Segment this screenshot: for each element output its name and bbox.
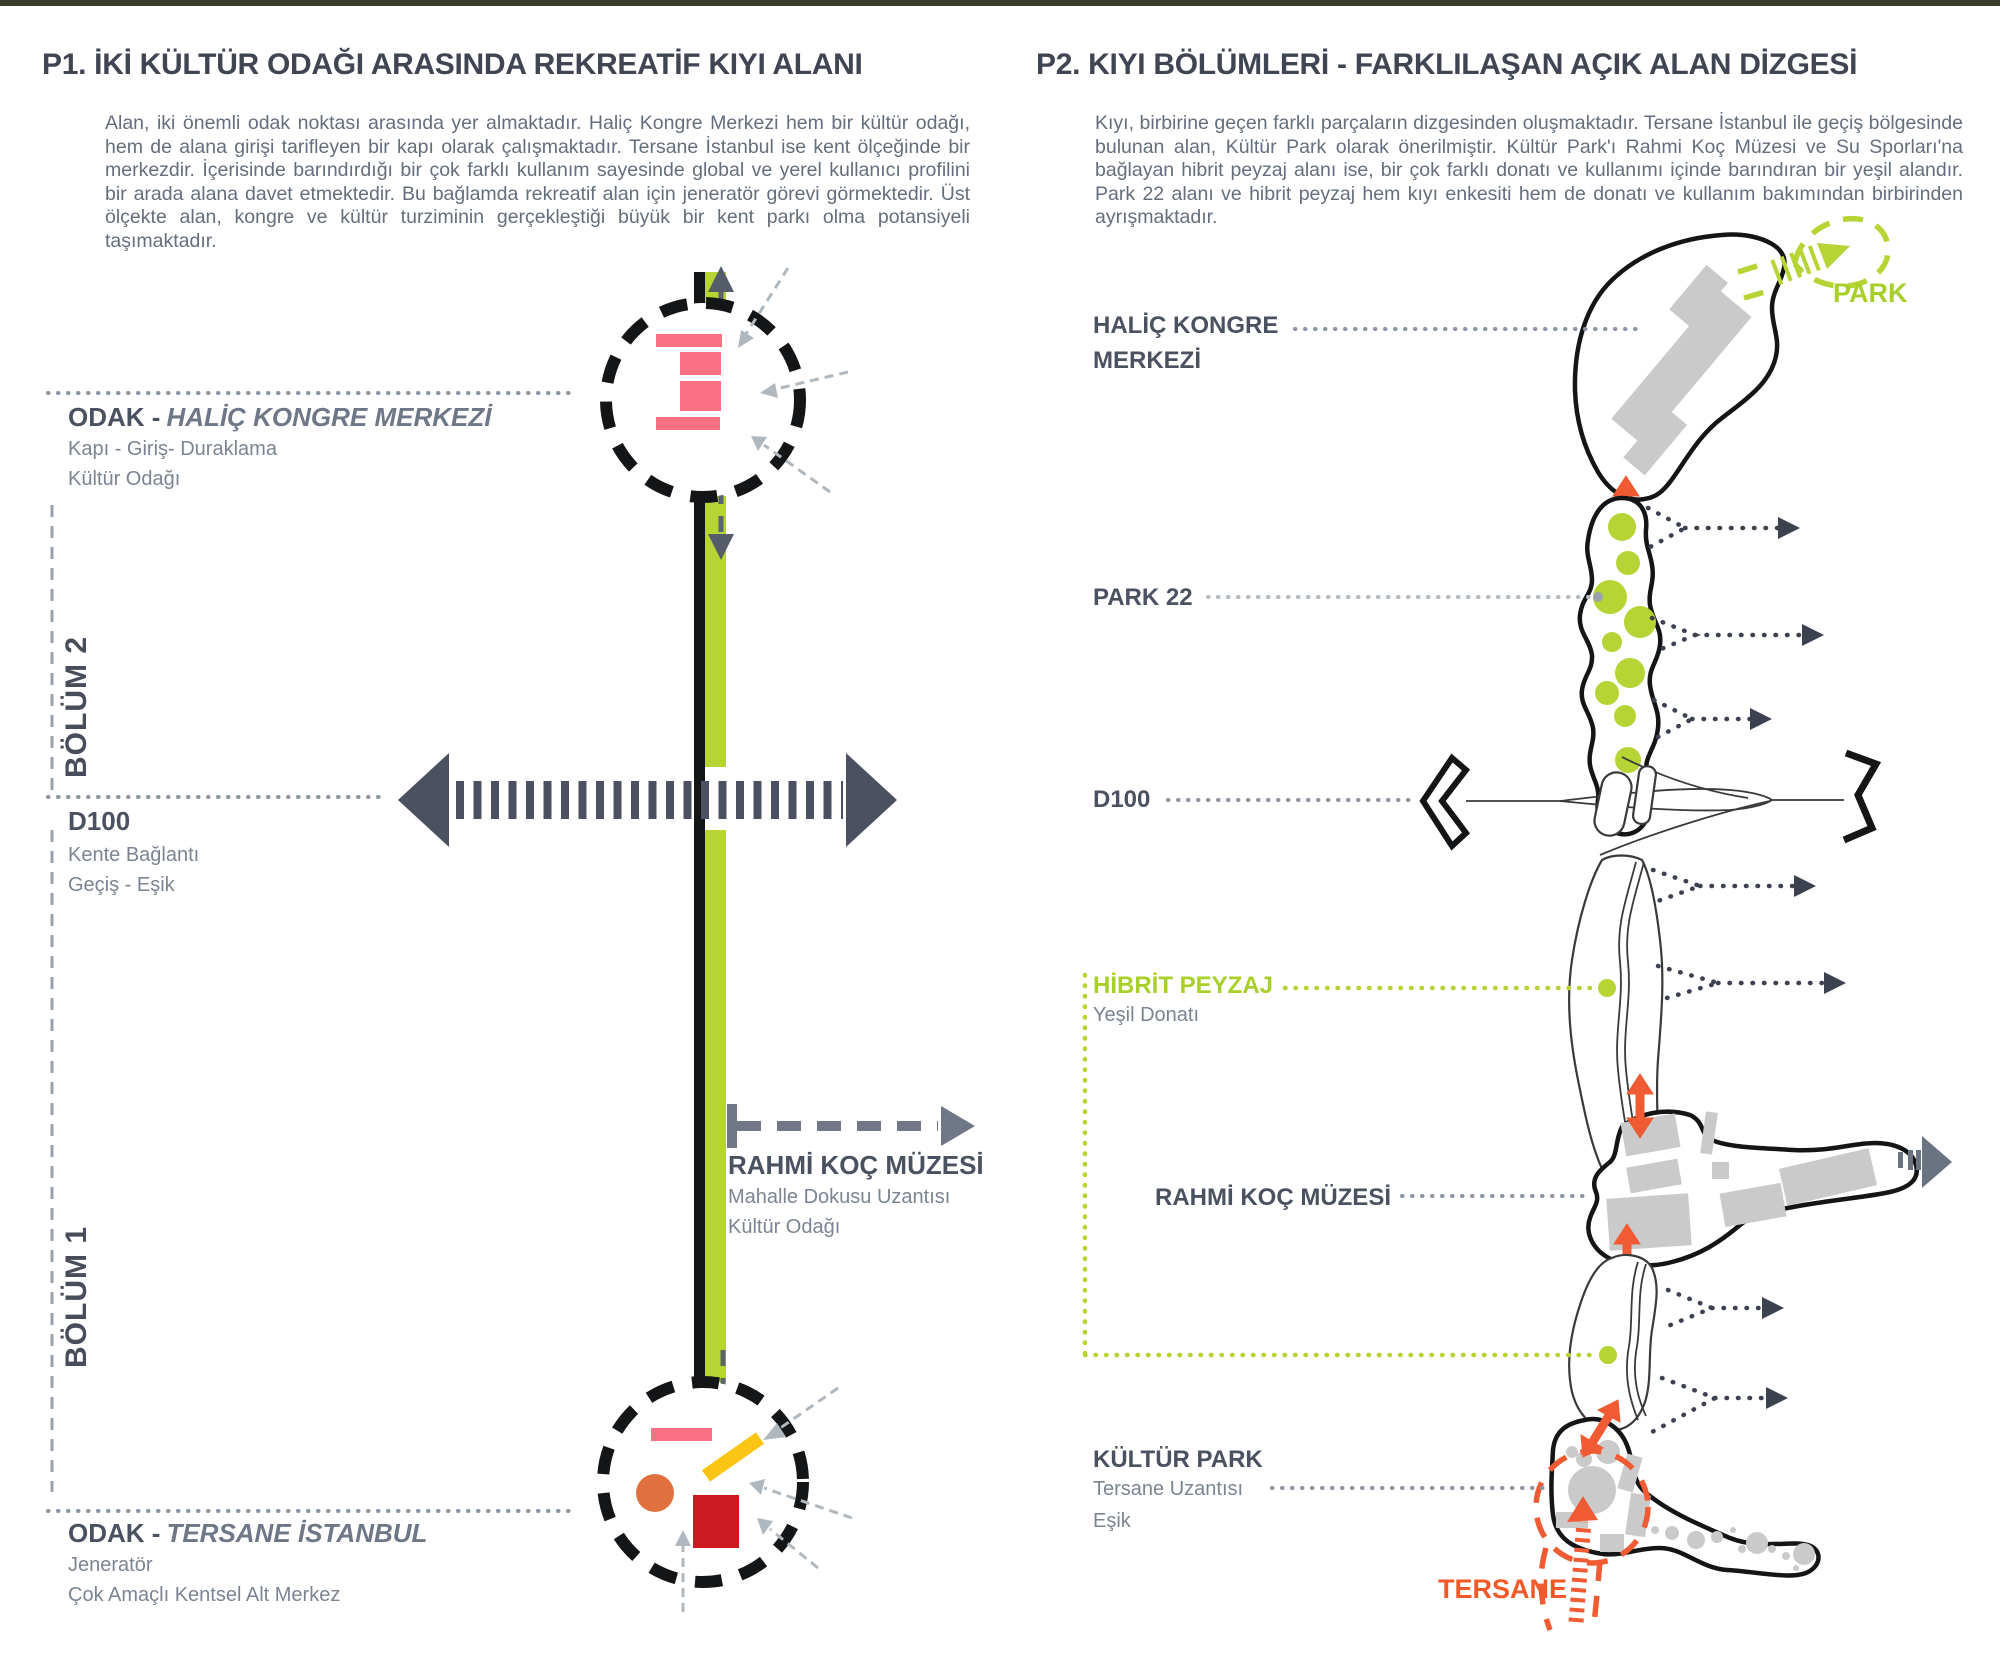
road-island bbox=[1593, 771, 1633, 837]
green-arrowhead-icon bbox=[1817, 243, 1850, 269]
p2-halic-label-line1: HALİÇ KONGRE bbox=[1093, 312, 1279, 339]
p2-park22-blob bbox=[1577, 495, 1663, 837]
p2-kultur-label: KÜLTÜR PARK bbox=[1093, 1446, 1263, 1473]
orange-link-arrow bbox=[1580, 1399, 1621, 1458]
road-island bbox=[1631, 765, 1658, 826]
yellow-bar bbox=[701, 1432, 765, 1482]
orange-link-arrow bbox=[1626, 1073, 1654, 1139]
p2-hibrit-sub: Yeşil Donatı bbox=[1093, 1004, 1199, 1026]
pink-bar bbox=[680, 381, 721, 411]
down-arrow-icon bbox=[708, 534, 734, 560]
p2-hibrit-label: HİBRİT PEYZAJ bbox=[1093, 972, 1274, 999]
building-footprints bbox=[1606, 1111, 1878, 1251]
building-footprint bbox=[1611, 264, 1752, 476]
green-node-dot bbox=[1599, 1346, 1617, 1364]
odak-name: HALİÇ KONGRE MERKEZİ bbox=[166, 402, 492, 432]
green-hatch-arrow bbox=[1770, 243, 1825, 286]
p1-d100-heading: D100 bbox=[68, 806, 131, 836]
p2-title: P2. KIYI BÖLÜMLERİ - FARKLILAŞAN AÇIK AL… bbox=[1036, 48, 1858, 81]
p1-odak1-sub1: Kapı - Giriş- Duraklama bbox=[68, 438, 277, 460]
green-node-dot bbox=[1598, 979, 1616, 997]
p2-tersane-overlay bbox=[1533, 1399, 1651, 1631]
p1-d100-sub2: Geçiş - Eşik bbox=[68, 874, 175, 896]
p1-bolum1-label: BÖLÜM 1 bbox=[60, 1226, 93, 1368]
odak-name: TERSANE İSTANBUL bbox=[166, 1518, 428, 1548]
p2-rahmi-label: RAHMİ KOÇ MÜZESİ bbox=[1155, 1184, 1391, 1211]
road-chevron-left bbox=[1419, 753, 1471, 851]
p2-leaders bbox=[1082, 327, 1638, 1490]
p2-diagram bbox=[1082, 215, 1952, 1631]
up-arrow-icon bbox=[708, 266, 734, 292]
pink-bar bbox=[651, 1428, 712, 1441]
p1-odak2-heading: ODAK - TERSANE İSTANBUL bbox=[68, 1518, 427, 1549]
p2-paragraph: Kıyı, birbirine geçen farklı parçaların … bbox=[1095, 112, 1963, 228]
p2-park-dashed-blob bbox=[1737, 215, 1891, 301]
p1-tersane-focus-circle bbox=[597, 1376, 809, 1588]
pink-bar bbox=[680, 352, 721, 375]
p2-d100-crossing bbox=[1419, 749, 1882, 856]
p1-rahmi-heading: RAHMİ KOÇ MÜZESİ bbox=[728, 1150, 984, 1180]
p2-kultur-sub1: Tersane Uzantısı bbox=[1093, 1478, 1244, 1500]
exit-arrow-right bbox=[1898, 1136, 1952, 1188]
p1-rahmi-sub2: Kültür Odağı bbox=[728, 1216, 841, 1238]
odak-prefix: ODAK - bbox=[68, 1518, 161, 1548]
shore-dots bbox=[1651, 1526, 1815, 1571]
p2-rahmi-blob bbox=[1586, 1109, 1952, 1268]
p1-halic-focus-circle bbox=[600, 297, 806, 503]
p2-halic-label-line2: MERKEZİ bbox=[1093, 347, 1201, 374]
odak-prefix: ODAK - bbox=[68, 402, 161, 432]
p1-odak1-heading: ODAK - HALİÇ KONGRE MERKEZİ bbox=[68, 402, 491, 433]
p2-branch-arrows bbox=[1645, 505, 1846, 1435]
p1-title: P1. İKİ KÜLTÜR ODAĞI ARASINDA REKREATİF … bbox=[42, 48, 863, 81]
p1-rahmi-sub1: Mahalle Dokusu Uzantısı bbox=[728, 1186, 951, 1208]
orange-arrowhead-icon bbox=[1567, 1496, 1598, 1522]
p2-d100-label: D100 bbox=[1093, 786, 1151, 813]
p1-paragraph: Alan, iki önemli odak noktası arasında y… bbox=[105, 112, 970, 252]
red-square bbox=[693, 1495, 739, 1548]
green-patches bbox=[1593, 513, 1656, 773]
p2-halic-blob bbox=[1572, 232, 1787, 502]
orange-dot bbox=[636, 1474, 674, 1512]
p1-d100-sub1: Kente Bağlantı bbox=[68, 844, 200, 866]
p2-kultur-sub2: Eşik bbox=[1093, 1510, 1131, 1532]
p1-rahmi-dashed-arrow bbox=[727, 1104, 975, 1148]
road-chevron-right bbox=[1842, 749, 1882, 844]
p1-bolum2-label: BÖLÜM 2 bbox=[60, 636, 93, 778]
p2-park22-label: PARK 22 bbox=[1093, 584, 1193, 611]
p1-d100-arrow bbox=[398, 753, 897, 847]
pink-bar bbox=[656, 417, 720, 430]
p1-diagram bbox=[46, 266, 975, 1612]
orange-hatch-arrow bbox=[1568, 1521, 1592, 1623]
top-border-bar bbox=[0, 0, 2000, 6]
p2-tersane-label: TERSANE bbox=[1438, 1574, 1568, 1604]
pink-bar bbox=[656, 334, 722, 347]
p2-hibrit-lower bbox=[1568, 1253, 1658, 1432]
p1-top-approach-arrows bbox=[738, 267, 849, 494]
p1-bottom-approach-arrows bbox=[675, 1386, 853, 1612]
p2-park-label: PARK bbox=[1833, 278, 1908, 308]
p1-axis bbox=[694, 272, 726, 1382]
p1-odak2-sub1: Jeneratör bbox=[68, 1554, 153, 1576]
p1-odak1-sub2: Kültür Odağı bbox=[68, 468, 181, 490]
p1-odak2-sub2: Çok Amaçlı Kentsel Alt Merkez bbox=[68, 1584, 341, 1606]
